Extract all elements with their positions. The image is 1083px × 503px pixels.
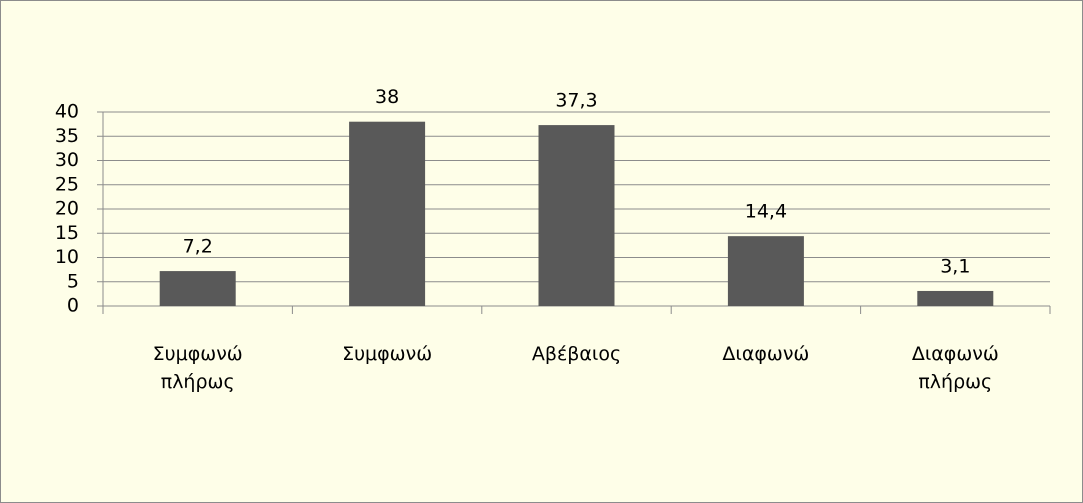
y-tick-label: 20 <box>55 198 79 220</box>
y-tick-label: 30 <box>55 149 79 171</box>
y-tick-label: 5 <box>67 270 79 292</box>
data-label: 38 <box>375 86 399 108</box>
data-label: 3,1 <box>940 255 970 277</box>
x-tick-label: Διαφωνώ <box>722 343 810 365</box>
bar <box>727 236 804 306</box>
data-label: 14,4 <box>745 201 787 223</box>
y-tick-label: 35 <box>55 125 79 147</box>
bar <box>349 121 426 306</box>
data-label: 7,2 <box>183 236 213 258</box>
bar <box>538 125 615 306</box>
bar <box>917 290 994 306</box>
y-tick-label: 25 <box>55 173 79 195</box>
y-tick-label: 15 <box>55 222 79 244</box>
x-tick-label: Διαφωνώ πλήρως <box>911 343 999 393</box>
x-tick-label: Συμφωνώ πλήρως <box>152 343 243 393</box>
data-label: 37,3 <box>555 90 597 112</box>
bar <box>159 271 236 306</box>
x-tick-label: Αβέβαιος <box>531 343 622 365</box>
y-tick-label: 40 <box>55 101 79 123</box>
y-tick-label: 10 <box>55 246 79 268</box>
x-tick-label: Συμφωνώ <box>342 343 433 365</box>
y-tick-label: 0 <box>67 295 79 317</box>
